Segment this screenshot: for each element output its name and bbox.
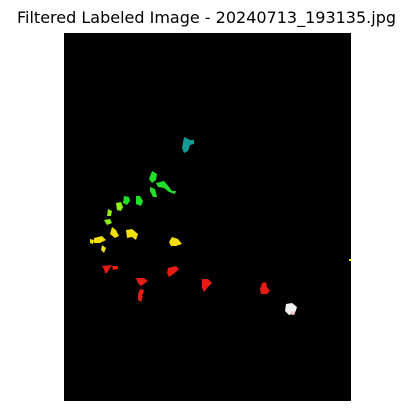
green-blobs — [123, 171, 176, 206]
figure-title: Filtered Labeled Image - 20240713_193135… — [16, 8, 397, 27]
image-background — [64, 33, 351, 401]
white-blob — [285, 303, 297, 315]
labeled-image — [64, 33, 351, 401]
teal-blob — [182, 137, 194, 153]
red-blobs — [102, 265, 270, 302]
yellow-blobs — [90, 227, 182, 253]
labeled-image-canvas — [64, 33, 351, 401]
lime-blobs — [104, 202, 123, 225]
edge-speck — [349, 259, 351, 261]
